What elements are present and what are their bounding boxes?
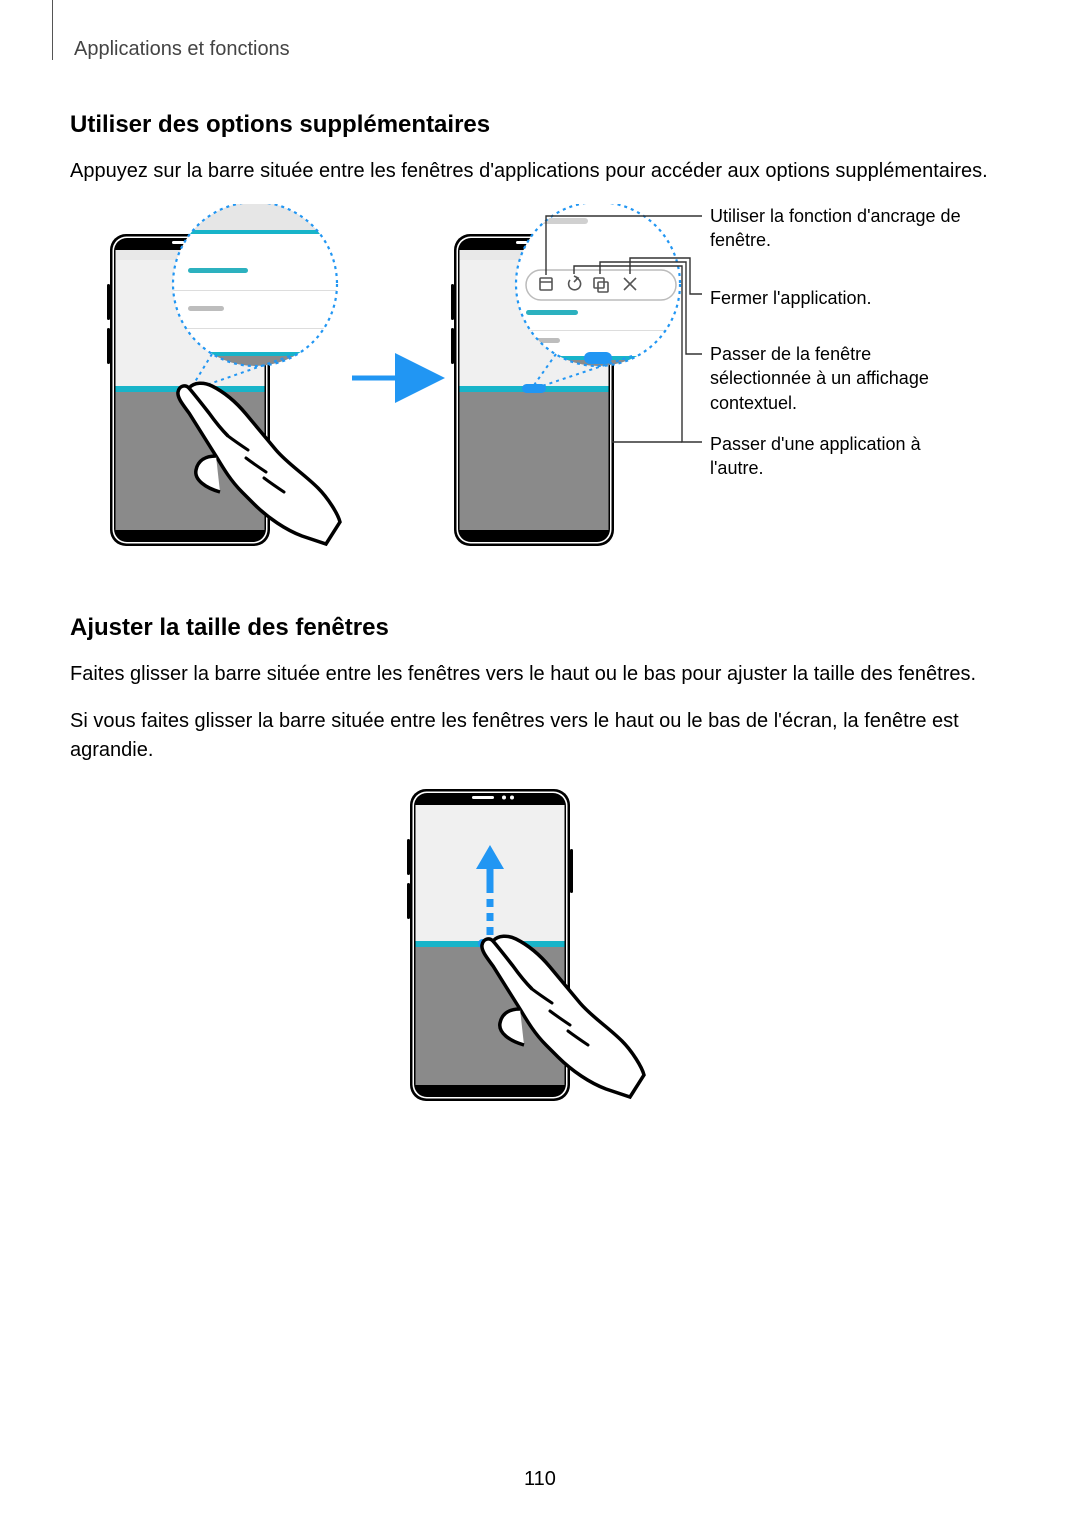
callout-close: Fermer l'application. <box>710 286 970 310</box>
callout-switch: Passer d'une application à l'autre. <box>710 432 970 481</box>
section2-p2: Si vous faites glisser la barre située e… <box>70 707 1010 765</box>
section2-title: Ajuster la taille des fenêtres <box>70 614 1010 642</box>
side-rule <box>52 0 53 60</box>
breadcrumb: Applications et fonctions <box>74 38 1010 61</box>
figure-resize <box>70 783 1010 1123</box>
page-number: 110 <box>0 1468 1080 1491</box>
section2-p1: Faites glisser la barre située entre les… <box>70 660 1010 689</box>
callout-anchor: Utiliser la fonction d'ancrage de fenêtr… <box>710 204 970 253</box>
callout-popup: Passer de la fenêtre sélectionnée à un a… <box>710 342 970 415</box>
figure-split-options: Utiliser la fonction d'ancrage de fenêtr… <box>70 204 1010 584</box>
section1-title: Utiliser des options supplémentaires <box>70 111 1010 139</box>
figure2-svg <box>380 783 700 1123</box>
section1-body: Appuyez sur la barre située entre les fe… <box>70 157 1010 186</box>
